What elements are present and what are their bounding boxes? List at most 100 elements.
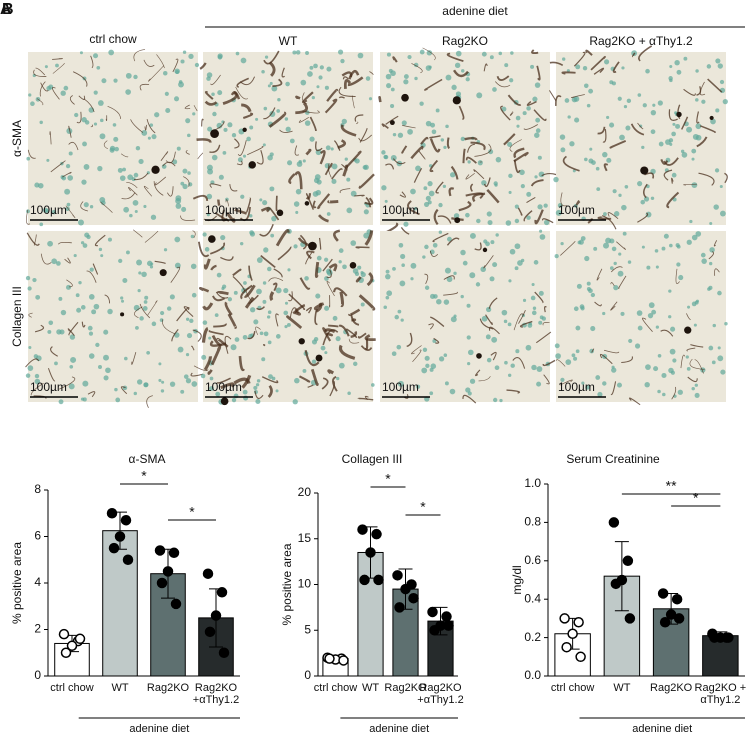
nucleus [161,381,164,384]
nucleus [410,277,413,280]
data-point [673,595,682,604]
nucleus [309,137,314,142]
nucleus [623,232,627,236]
nucleus [672,173,677,178]
nucleus [578,241,582,245]
nucleus [584,256,589,261]
nucleus [264,107,268,111]
nucleus [419,101,423,105]
chart-title: Serum Creatinine [566,452,660,466]
nucleus [212,155,218,161]
nucleus [534,260,539,265]
deposit [160,269,167,276]
nucleus [695,384,698,387]
nucleus [482,52,487,57]
nucleus [398,133,403,138]
nucleus [64,86,69,91]
deposit [210,129,219,138]
deposit [476,353,482,359]
nucleus [217,273,222,278]
nucleus [338,49,343,54]
nucleus [66,285,71,290]
nucleus [235,337,240,342]
nucleus [425,356,430,361]
nucleus [309,66,313,70]
nucleus [69,152,73,156]
nucleus [613,189,617,193]
nucleus [189,319,193,323]
nucleus [410,189,416,195]
nucleus [260,331,264,335]
nucleus [618,252,621,255]
nucleus [674,60,679,65]
nucleus [55,64,59,68]
nucleus [263,281,266,284]
nucleus [430,294,435,299]
nucleus [614,262,617,265]
nucleus [560,134,565,139]
micrograph: 100µm [380,227,555,403]
nucleus [108,238,112,242]
nucleus [602,152,607,157]
nucleus [516,116,521,121]
nucleus [64,189,70,195]
nucleus [243,390,248,395]
data-point [110,544,119,553]
nucleus [383,305,387,309]
bar [103,531,138,676]
nucleus [640,200,645,205]
nucleus [342,265,347,270]
nucleus [99,248,102,251]
deposit [308,242,317,251]
nucleus [144,300,148,304]
nucleus [54,361,58,365]
nucleus [526,106,531,111]
nucleus [694,324,697,327]
column-label: Rag2KO [442,34,488,48]
nucleus [104,375,109,380]
nucleus [386,83,391,88]
data-point [395,603,404,612]
nucleus [340,59,344,63]
nucleus [51,258,57,264]
nucleus [175,70,179,74]
x-tick-label-box: Rag2KO + αThy1.2 [690,682,750,712]
data-point [366,548,375,557]
data-point [76,634,85,643]
deposit [684,327,691,334]
nucleus [262,200,267,205]
row-label: α-SMA [10,120,24,157]
nucleus [662,247,666,251]
nucleus [269,186,274,191]
data-point [675,614,684,623]
nucleus [277,98,280,101]
nucleus [143,306,148,311]
data-point [218,588,227,597]
nucleus [27,286,31,290]
nucleus [499,399,502,402]
y-tick-label: 4 [34,575,41,589]
nucleus [720,369,725,374]
nucleus [285,302,288,305]
nucleus [590,326,595,331]
nucleus [164,248,167,251]
deposit [242,128,246,132]
nucleus [509,191,512,194]
nucleus [487,358,492,363]
scale-bar-label: 100µm [205,380,242,394]
nucleus [390,70,396,76]
nucleus [438,203,442,207]
nucleus [445,125,449,129]
nucleus [668,290,671,293]
nucleus [612,247,617,252]
fibre [532,50,538,53]
nucleus [345,157,348,160]
fibre [356,247,369,248]
nucleus [294,378,300,384]
column-label: Rag2KO + αThy1.2 [589,34,693,48]
nucleus [531,296,536,301]
nucleus [138,271,141,274]
nucleus [263,247,268,252]
nucleus [165,108,170,113]
data-point [158,579,167,588]
